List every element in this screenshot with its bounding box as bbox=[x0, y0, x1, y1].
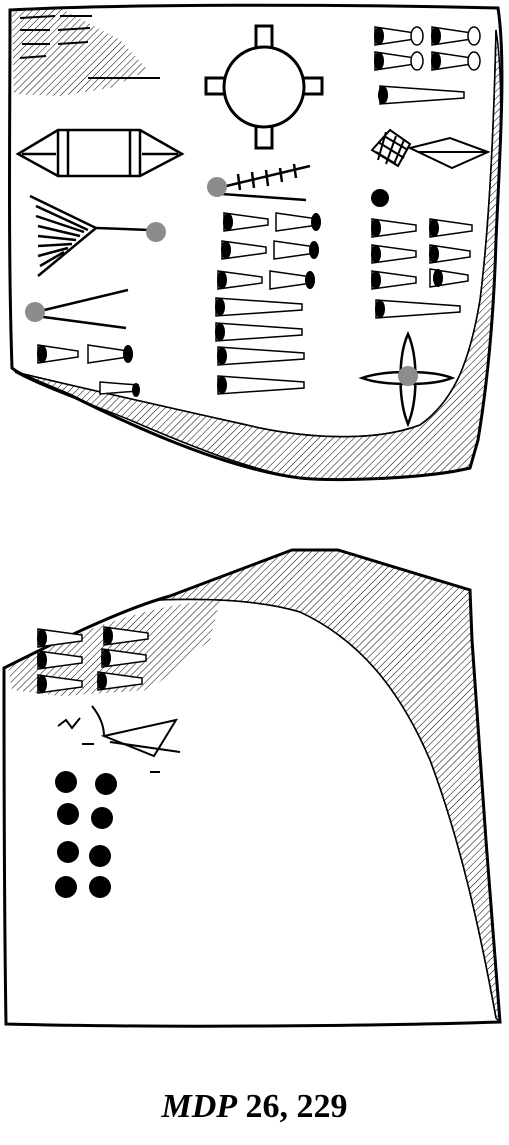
seal-dot bbox=[398, 366, 418, 386]
caption-number: 26, 229 bbox=[237, 1088, 348, 1125]
numeral-cones-right bbox=[371, 189, 473, 319]
seal-dot bbox=[146, 222, 166, 242]
seal-dot bbox=[207, 177, 227, 197]
obverse-tablet bbox=[8, 3, 504, 482]
reverse-damaged-sign bbox=[57, 705, 181, 773]
circle-cross-sign bbox=[204, 24, 324, 150]
horizontal-strokes-sign bbox=[19, 15, 160, 79]
numeral-cones-middle bbox=[215, 212, 321, 395]
reverse-numeral-cones bbox=[37, 626, 149, 694]
angle-sign bbox=[35, 288, 129, 330]
reverse-dot-numerals bbox=[55, 771, 117, 898]
caption-series: MDP bbox=[161, 1088, 238, 1125]
reverse-damage-top-left bbox=[8, 600, 220, 696]
fan-sign bbox=[29, 194, 151, 277]
numeral-cones-top-right bbox=[374, 26, 481, 105]
hexagon-boat-sign bbox=[15, 128, 185, 178]
rake-sign bbox=[217, 163, 311, 202]
numeral-cones-bottom-left bbox=[37, 344, 140, 397]
net-diamond-sign bbox=[370, 128, 491, 170]
seal-dot bbox=[25, 302, 45, 322]
reverse-tablet bbox=[2, 548, 502, 1028]
figure-caption: MDP 26, 229 bbox=[0, 1088, 509, 1126]
